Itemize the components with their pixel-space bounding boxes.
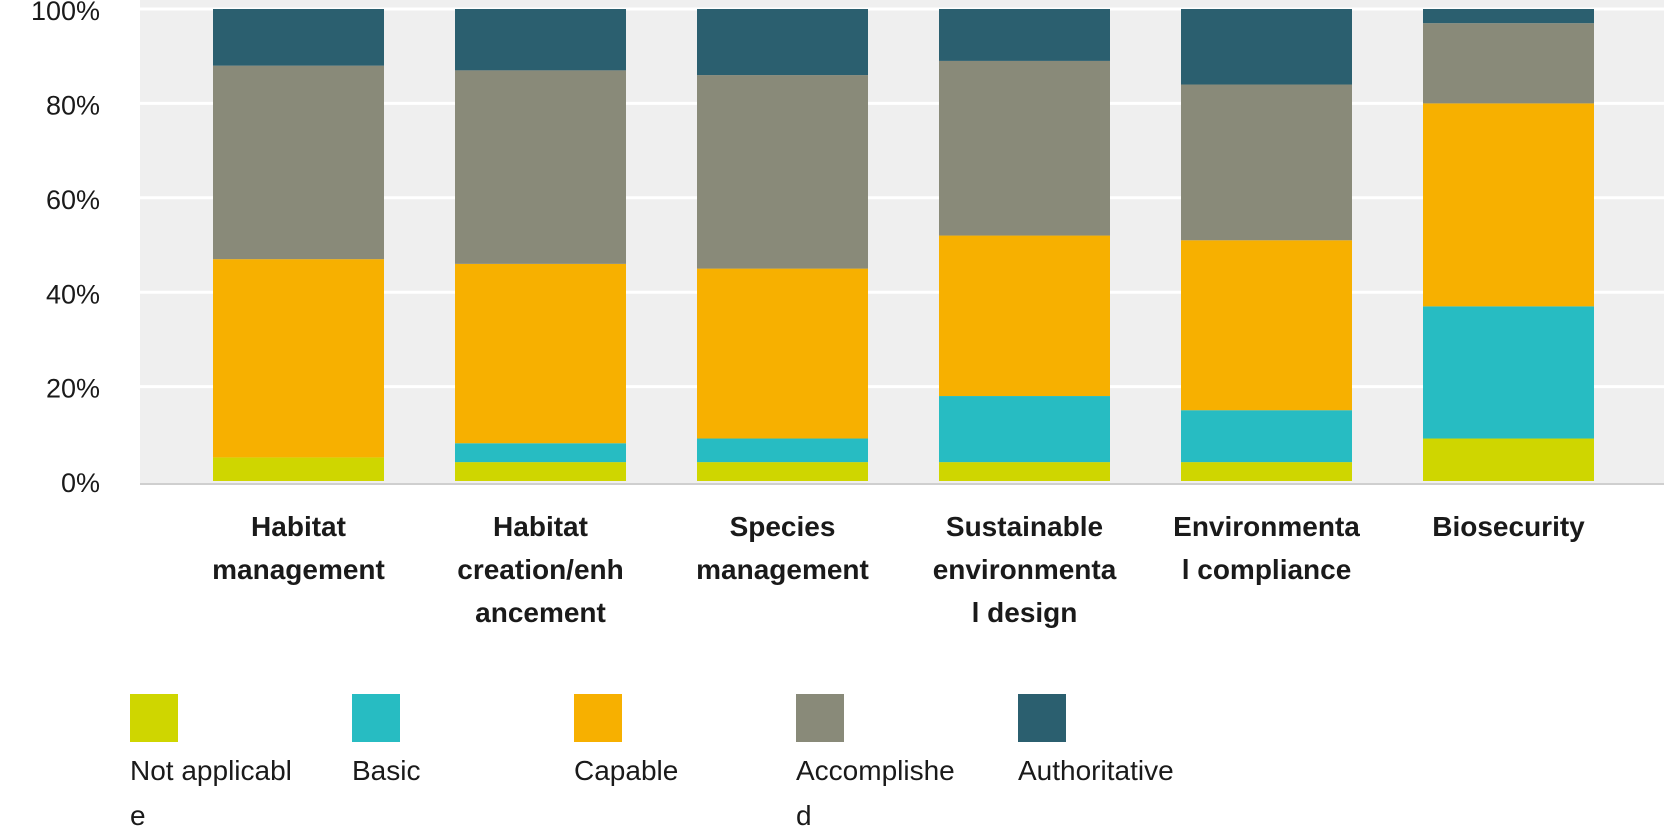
legend-item: Basic [352,694,567,793]
bar-segment [1423,23,1594,104]
bar-segment [213,457,384,481]
bar-segment [1423,9,1594,24]
bar-segment [1181,462,1352,481]
x-tick-label-line: Habitat [493,511,588,542]
legend-swatch [130,694,178,742]
plot-area [140,0,1664,484]
x-tick-label-line: Biosecurity [1432,511,1585,542]
x-tick-label-line: Habitat [251,511,346,542]
bar-segment [697,75,868,269]
x-tick-label: Species management [696,511,869,585]
bar-segment [697,462,868,481]
bar-segment [1181,84,1352,241]
x-tick-label: Biosecurity [1432,511,1585,542]
y-tick-label: 20% [46,374,100,404]
x-tick-label-line: l compliance [1182,554,1352,585]
bar-segment [213,65,384,260]
legend-label: Not applicable [130,755,292,831]
gridlines [140,7,1664,389]
legend-item: Authoritative [1018,694,1233,793]
bar-segment [1423,306,1594,439]
bar-segment [697,268,868,439]
bar-segment [1181,9,1352,85]
legend-item: Accomplished [796,694,1011,838]
x-tick-label-line: creation/enh [457,554,623,585]
legend-label: Accomplished [796,755,955,831]
bar-segment [939,235,1110,397]
legend-swatch [574,694,622,742]
legend: Not applicable Basic Capable Accomplished Au… [130,694,1430,831]
bar-segment [1423,438,1594,481]
x-tick-label: Environmenta l compliance [1173,511,1360,585]
legend-swatch [352,694,400,742]
x-tick-label-line: Sustainable [946,511,1103,542]
bar-segment [455,70,626,264]
legend-label: Authoritative [1018,755,1174,786]
bar-segment [1423,103,1594,307]
bar-segment [939,462,1110,481]
legend-item: Not applicable [130,694,345,838]
x-tick-label-line: management [696,554,869,585]
bar-segment [1181,240,1352,411]
y-tick-label: 60% [46,185,100,215]
x-tick-label-line: Environmenta [1173,511,1360,542]
y-tick-label: 40% [46,279,100,309]
bar-segment [939,396,1110,463]
x-tick-label: Habitat creation/enh ancement [457,511,623,628]
x-axis: Habitat management Habitat creation/enh ance… [212,511,1585,628]
x-tick-label-line: ancement [475,597,606,628]
legend-label: Basic [352,755,421,786]
y-tick-label: 80% [46,91,100,121]
x-tick-label-line: Species [730,511,836,542]
y-tick-label: 100% [31,0,100,26]
x-tick-label-line: l design [972,597,1078,628]
x-tick-label-line: environmenta [933,554,1117,585]
x-tick-label-line: management [212,554,385,585]
bar-segment [939,60,1110,236]
bar-segment [697,438,868,463]
y-tick-label: 0% [61,468,100,498]
y-axis: 0% 20% 40% 60% 80% 100% [31,0,100,498]
legend-swatch [1018,694,1066,742]
bar-segment [455,443,626,463]
bar-segment [213,259,384,458]
x-tick-label: Habitat management [212,511,385,585]
bar-segment [1181,410,1352,463]
x-tick-label: Sustainable environmenta l design [933,511,1117,628]
legend-swatch [796,694,844,742]
bars [213,9,1594,481]
bar-segment [455,263,626,444]
bar-segment [213,9,384,66]
legend-item: Capable [574,694,789,793]
legend-label: Capable [574,755,679,786]
bar-segment [697,9,868,76]
bar-segment [455,9,626,71]
bar-segment [939,9,1110,61]
bar-segment [455,462,626,481]
